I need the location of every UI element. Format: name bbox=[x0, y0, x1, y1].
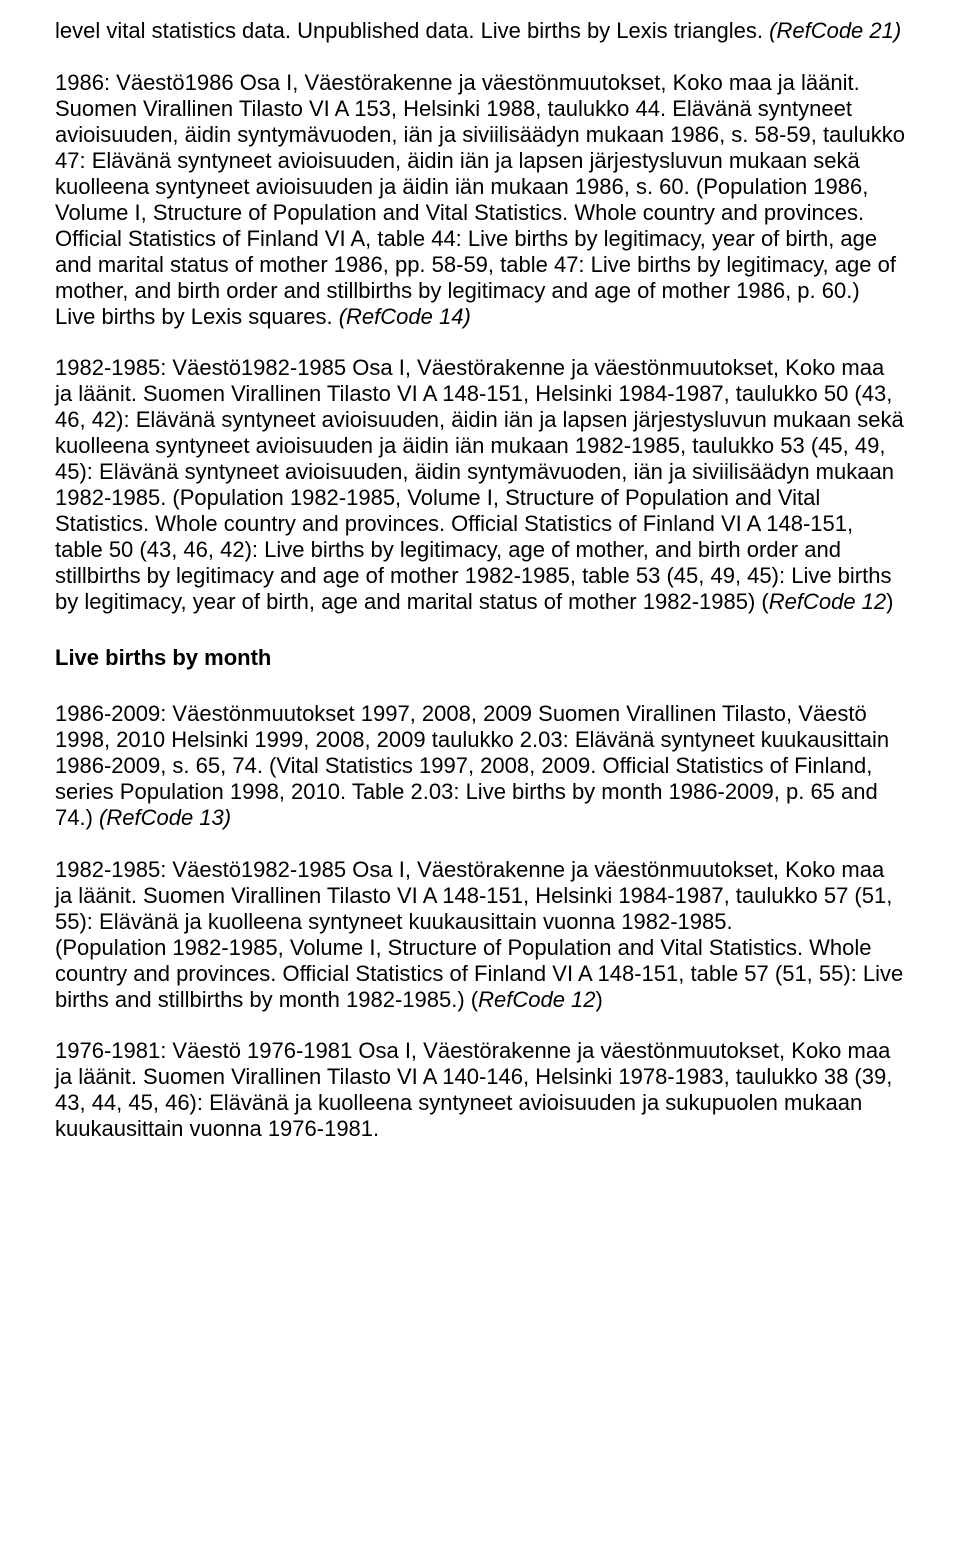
paragraph-5: 1982-1985: Väestö1982-1985 Osa I, Väestö… bbox=[55, 857, 905, 1013]
p3-refcode: RefCode 12 bbox=[769, 589, 886, 614]
paragraph-2: 1986: Väestö1986 Osa I, Väestörakenne ja… bbox=[55, 70, 905, 330]
p4-refcode: (RefCode 13) bbox=[99, 805, 231, 830]
p5-text-a: 1982-1985: Väestö1982-1985 Osa I, Väestö… bbox=[55, 857, 892, 934]
p1-text-a: level vital statistics data. Unpublished… bbox=[55, 18, 769, 43]
paragraph-4: 1986-2009: Väestönmuutokset 1997, 2008, … bbox=[55, 701, 905, 831]
heading-live-births-by-month: Live births by month bbox=[55, 645, 905, 671]
p3-text-c: ) bbox=[886, 589, 893, 614]
paragraph-1: level vital statistics data. Unpublished… bbox=[55, 18, 905, 44]
p5-text-d: ) bbox=[596, 987, 603, 1012]
p3-text-a: 1982-1985: Väestö1982-1985 Osa I, Väestö… bbox=[55, 355, 904, 614]
paragraph-3: 1982-1985: Väestö1982-1985 Osa I, Väestö… bbox=[55, 355, 905, 615]
p2-refcode: (RefCode 14) bbox=[339, 304, 471, 329]
p1-refcode: (RefCode 21) bbox=[769, 18, 901, 43]
p5-refcode: RefCode 12 bbox=[478, 987, 595, 1012]
paragraph-6: 1976-1981: Väestö 1976-1981 Osa I, Väest… bbox=[55, 1038, 905, 1142]
p2-text-a: 1986: Väestö1986 Osa I, Väestörakenne ja… bbox=[55, 70, 905, 329]
